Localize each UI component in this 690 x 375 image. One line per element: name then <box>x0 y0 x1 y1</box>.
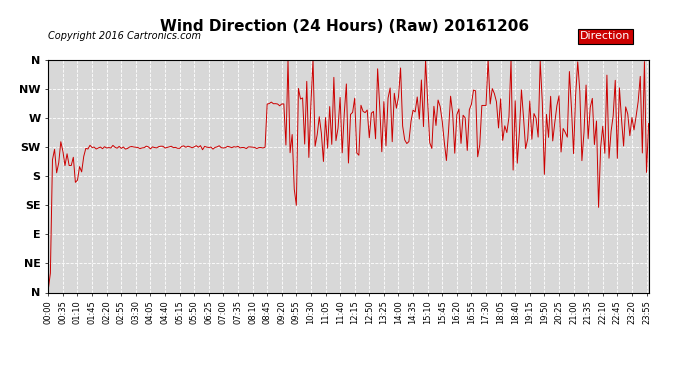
Text: Direction: Direction <box>580 32 631 41</box>
Text: Wind Direction (24 Hours) (Raw) 20161206: Wind Direction (24 Hours) (Raw) 20161206 <box>161 19 529 34</box>
Text: Copyright 2016 Cartronics.com: Copyright 2016 Cartronics.com <box>48 32 201 41</box>
